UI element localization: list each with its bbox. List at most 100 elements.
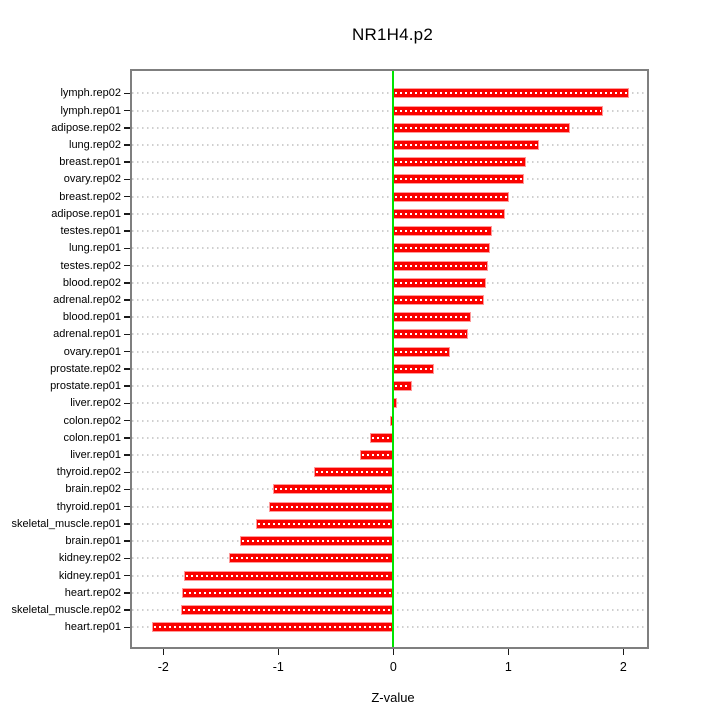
bar <box>393 312 472 323</box>
bar-inner-dotted-line <box>395 212 503 215</box>
x-axis-tick <box>277 648 280 655</box>
x-axis-tick <box>622 648 625 655</box>
row-gridline <box>132 212 647 215</box>
bar-inner-dotted-line <box>395 264 486 267</box>
x-axis-tick-label: 0 <box>389 660 397 674</box>
bar <box>370 432 394 443</box>
row-gridline <box>132 281 647 284</box>
y-axis-tick <box>124 299 132 301</box>
x-axis-tick-label: 1 <box>504 660 512 674</box>
bar-inner-dotted-line <box>315 471 392 474</box>
bar-inner-dotted-line <box>153 626 392 629</box>
y-axis-tick <box>124 127 132 129</box>
y-axis-tick <box>124 402 132 405</box>
y-axis-label: heart.rep02 <box>64 586 121 599</box>
y-axis-label: colon.rep01 <box>63 431 122 444</box>
bar-inner-dotted-line <box>395 281 485 284</box>
y-axis-label: liver.rep02 <box>70 397 121 410</box>
y-axis-label: skeletal_muscle.rep02 <box>11 604 121 617</box>
y-axis-label: skeletal_muscle.rep01 <box>11 517 121 530</box>
row-gridline <box>132 333 647 336</box>
y-axis-tick <box>124 385 132 387</box>
x-axis-tick-label: -2 <box>157 660 169 674</box>
y-axis-tick <box>124 178 132 181</box>
y-axis-label: ovary.rep02 <box>63 173 121 186</box>
bar <box>180 605 394 616</box>
row-gridline <box>132 161 647 164</box>
y-axis-tick <box>124 247 132 250</box>
bar <box>393 243 490 254</box>
y-axis-label: testes.rep01 <box>60 225 121 238</box>
bar <box>393 381 412 392</box>
bar-inner-dotted-line <box>395 178 523 181</box>
bar <box>393 191 510 202</box>
y-axis-tick <box>124 316 132 318</box>
y-axis-label: adipose.rep02 <box>51 121 121 134</box>
bar-inner-dotted-line <box>395 109 601 112</box>
y-axis-tick <box>124 144 132 146</box>
y-axis-label: kidney.rep01 <box>58 569 121 582</box>
bar <box>151 622 394 633</box>
y-axis-tick <box>124 109 132 112</box>
bar-inner-dotted-line <box>395 350 448 353</box>
bar-inner-dotted-line <box>258 522 392 525</box>
y-axis-tick <box>124 471 132 474</box>
row-gridline <box>132 143 647 146</box>
bar-inner-dotted-line <box>395 385 410 388</box>
y-axis-label: kidney.rep02 <box>58 552 121 565</box>
bar-inner-dotted-line <box>361 454 392 457</box>
bar <box>269 501 394 512</box>
bar-inner-dotted-line <box>395 247 488 250</box>
bar <box>393 88 630 99</box>
bar <box>393 346 450 357</box>
y-axis-label: brain.rep02 <box>65 483 121 496</box>
y-axis-label: ovary.rep01 <box>63 345 121 358</box>
y-axis-label: heart.rep01 <box>64 621 121 634</box>
row-gridline <box>132 109 647 112</box>
row-gridline <box>132 299 647 301</box>
bar <box>393 208 505 219</box>
bar-inner-dotted-line <box>230 557 392 560</box>
bar-inner-dotted-line <box>186 574 392 577</box>
x-axis-tick-label: -1 <box>272 660 284 674</box>
y-axis-tick <box>124 230 132 232</box>
y-axis-label: colon.rep02 <box>63 414 122 427</box>
y-axis-tick <box>124 488 132 491</box>
y-axis-label: thyroid.rep01 <box>56 500 121 513</box>
x-axis-tick <box>507 648 510 655</box>
bar <box>393 226 493 237</box>
row-gridline <box>132 126 647 129</box>
bar <box>393 363 434 374</box>
row-gridline <box>132 350 647 353</box>
y-axis-tick <box>124 437 132 439</box>
row-gridline <box>132 230 647 233</box>
y-axis-tick <box>124 454 132 456</box>
bar <box>393 329 469 340</box>
row-gridline <box>132 264 647 267</box>
bar <box>313 467 394 478</box>
bar-inner-dotted-line <box>395 333 467 336</box>
row-gridline <box>132 419 647 422</box>
row-gridline <box>132 92 647 95</box>
bar <box>393 139 540 150</box>
y-axis-label: testes.rep02 <box>60 259 121 272</box>
bar-inner-dotted-line <box>274 488 392 491</box>
row-gridline <box>132 402 647 405</box>
x-axis-title: Z-value <box>371 690 415 705</box>
bar-inner-dotted-line <box>395 299 483 301</box>
y-axis-label: blood.rep02 <box>62 276 121 289</box>
bar <box>393 122 571 133</box>
y-axis-tick <box>124 368 132 370</box>
bar <box>184 570 394 581</box>
x-axis-tick-label: 2 <box>619 660 627 674</box>
y-axis-label: prostate.rep02 <box>50 362 121 375</box>
y-axis-tick <box>124 213 132 215</box>
y-axis-label: thyroid.rep02 <box>56 466 121 479</box>
y-axis-label: breast.rep01 <box>59 156 121 169</box>
y-axis-tick <box>124 282 132 284</box>
y-axis-label: lung.rep01 <box>69 242 121 255</box>
y-axis-tick <box>124 574 132 577</box>
bar <box>393 157 526 168</box>
y-axis-label: breast.rep02 <box>59 190 121 203</box>
